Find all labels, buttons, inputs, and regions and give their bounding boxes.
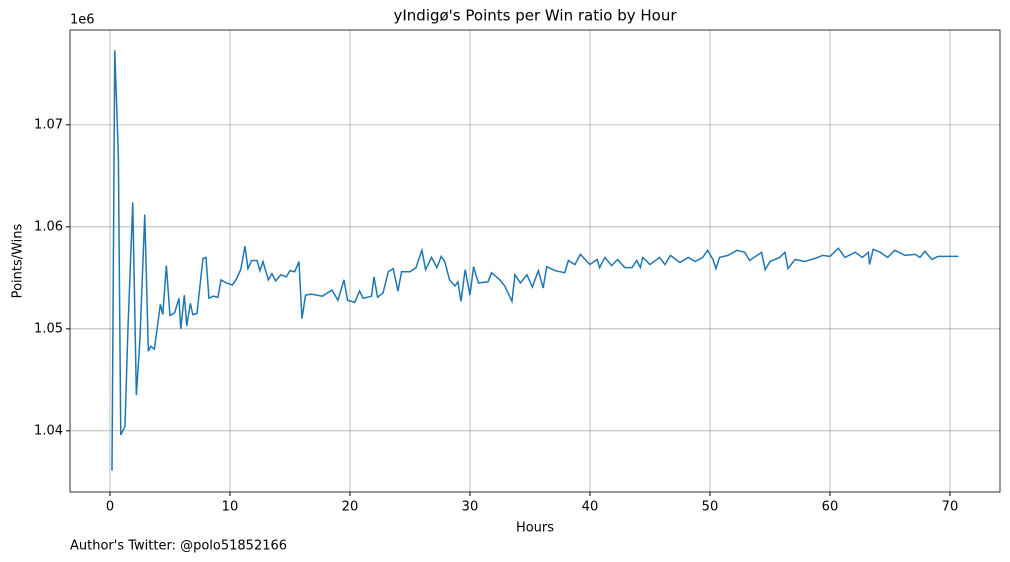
footer: Author's Twitter: @polo51852166 bbox=[70, 539, 287, 554]
plot-frame bbox=[69, 29, 1001, 493]
y-tick-label: 1.04 bbox=[34, 423, 63, 438]
chart-title: yIndigø's Points per Win ratio by Hour bbox=[393, 7, 677, 25]
y-tick-label: 1.07 bbox=[34, 117, 63, 132]
x-tick-label: 20 bbox=[342, 500, 359, 515]
x-axis-label: Hours bbox=[516, 521, 554, 536]
x-tick-label: 0 bbox=[106, 500, 114, 515]
y-tick-label: 1.06 bbox=[34, 219, 63, 234]
x-tick-label: 70 bbox=[942, 500, 959, 515]
y-tick-label: 1.05 bbox=[34, 321, 63, 336]
x-tick-label: 50 bbox=[702, 500, 719, 515]
x-tick-label: 40 bbox=[582, 500, 599, 515]
x-tick-label: 60 bbox=[822, 500, 839, 515]
y-offset-label: 1e6 bbox=[70, 13, 95, 28]
x-tick-label: 30 bbox=[462, 500, 479, 515]
y-axis-label: Points/Wins bbox=[11, 223, 26, 298]
data-line bbox=[111, 50, 959, 471]
x-tick-label: 10 bbox=[222, 500, 239, 515]
